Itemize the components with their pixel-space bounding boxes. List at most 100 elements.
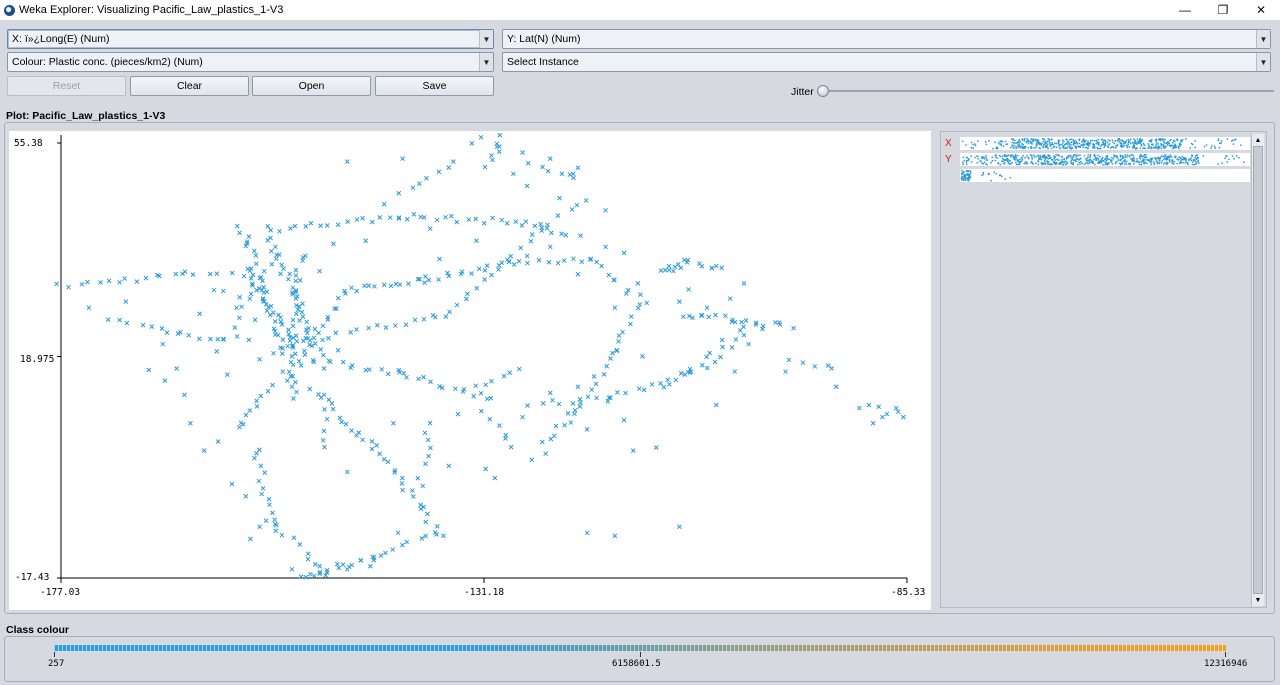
- data-point[interactable]: [666, 267, 672, 273]
- data-point[interactable]: [445, 270, 450, 276]
- data-point[interactable]: [422, 430, 428, 436]
- data-point[interactable]: [251, 248, 257, 254]
- data-point[interactable]: [612, 533, 618, 539]
- data-point[interactable]: [453, 386, 458, 392]
- data-point[interactable]: [686, 313, 692, 319]
- data-point[interactable]: [412, 317, 418, 323]
- data-point[interactable]: [261, 290, 267, 295]
- data-point[interactable]: [374, 443, 379, 448]
- data-point[interactable]: [610, 350, 615, 356]
- data-point[interactable]: [252, 317, 258, 323]
- data-point[interactable]: [175, 331, 181, 336]
- data-point[interactable]: [519, 223, 525, 228]
- data-point[interactable]: [273, 256, 279, 262]
- data-point[interactable]: [336, 565, 342, 571]
- data-point[interactable]: [164, 330, 170, 336]
- data-point[interactable]: [572, 407, 578, 413]
- data-point[interactable]: [436, 277, 441, 282]
- data-point[interactable]: [434, 217, 440, 223]
- data-point[interactable]: [432, 314, 438, 320]
- data-point[interactable]: [304, 330, 310, 336]
- data-point[interactable]: [322, 444, 327, 450]
- data-point[interactable]: [294, 311, 299, 317]
- data-point[interactable]: [335, 222, 341, 228]
- data-point[interactable]: [667, 381, 672, 387]
- data-point[interactable]: [608, 395, 613, 400]
- data-point[interactable]: [719, 337, 725, 343]
- data-point[interactable]: [156, 273, 162, 279]
- data-point[interactable]: [699, 362, 705, 368]
- data-point[interactable]: [274, 252, 280, 258]
- data-point[interactable]: [345, 219, 351, 224]
- data-point[interactable]: [417, 181, 422, 186]
- data-point[interactable]: [208, 336, 213, 342]
- data-point[interactable]: [354, 288, 360, 294]
- data-point[interactable]: [569, 207, 575, 212]
- data-point[interactable]: [286, 276, 291, 282]
- data-point[interactable]: [214, 271, 220, 276]
- data-point[interactable]: [497, 132, 503, 138]
- data-point[interactable]: [190, 272, 196, 277]
- data-point[interactable]: [489, 153, 494, 158]
- data-point[interactable]: [265, 238, 270, 243]
- data-point[interactable]: [427, 226, 433, 231]
- data-point[interactable]: [248, 291, 254, 297]
- data-point[interactable]: [410, 185, 416, 191]
- data-point[interactable]: [342, 288, 347, 294]
- data-point[interactable]: [443, 214, 448, 220]
- data-point[interactable]: [511, 262, 517, 267]
- attribute-row-colour[interactable]: [941, 169, 1251, 183]
- data-point[interactable]: [503, 436, 508, 441]
- data-point[interactable]: [106, 278, 112, 284]
- data-point[interactable]: [146, 367, 152, 373]
- data-point[interactable]: [474, 285, 480, 291]
- data-point[interactable]: [307, 342, 312, 348]
- data-point[interactable]: [324, 223, 330, 228]
- data-point[interactable]: [174, 366, 179, 371]
- data-point[interactable]: [504, 221, 510, 226]
- data-point[interactable]: [188, 420, 193, 426]
- data-point[interactable]: [422, 280, 427, 285]
- data-point[interactable]: [487, 416, 493, 422]
- data-point[interactable]: [239, 304, 244, 310]
- plot-area[interactable]: 55.38 18.975 -17.43 -177.03 -131.18 -85.…: [9, 131, 931, 610]
- data-point[interactable]: [583, 198, 589, 203]
- data-point[interactable]: [641, 387, 647, 393]
- data-point[interactable]: [317, 569, 323, 575]
- data-point[interactable]: [640, 353, 645, 359]
- data-point[interactable]: [525, 160, 531, 166]
- data-point[interactable]: [704, 305, 710, 311]
- data-point[interactable]: [396, 215, 402, 220]
- data-point[interactable]: [262, 470, 268, 476]
- data-point[interactable]: [215, 439, 221, 444]
- x-axis-select[interactable]: X: ï»¿Long(E) (Num) ▼: [7, 29, 494, 49]
- data-point[interactable]: [399, 481, 405, 486]
- data-point[interactable]: [329, 401, 335, 406]
- data-point[interactable]: [293, 278, 299, 284]
- data-point[interactable]: [270, 510, 275, 516]
- data-point[interactable]: [278, 345, 283, 350]
- data-point[interactable]: [739, 319, 745, 325]
- data-point[interactable]: [354, 327, 359, 332]
- data-point[interactable]: [625, 287, 631, 293]
- data-point[interactable]: [302, 348, 307, 354]
- data-point[interactable]: [250, 272, 256, 278]
- data-point[interactable]: [635, 305, 641, 311]
- data-point[interactable]: [574, 202, 580, 208]
- data-point[interactable]: [870, 420, 876, 426]
- data-point[interactable]: [273, 244, 278, 250]
- data-point[interactable]: [280, 369, 286, 374]
- data-point[interactable]: [267, 312, 273, 318]
- data-point[interactable]: [349, 428, 354, 433]
- data-point[interactable]: [348, 365, 354, 371]
- data-point[interactable]: [704, 354, 709, 360]
- data-point[interactable]: [550, 397, 555, 403]
- data-point[interactable]: [241, 273, 247, 279]
- data-point[interactable]: [322, 407, 327, 412]
- data-point[interactable]: [720, 344, 725, 350]
- data-point[interactable]: [261, 268, 267, 274]
- data-point[interactable]: [548, 436, 554, 442]
- data-point[interactable]: [265, 388, 271, 394]
- data-point[interactable]: [260, 278, 265, 284]
- data-point[interactable]: [243, 243, 249, 249]
